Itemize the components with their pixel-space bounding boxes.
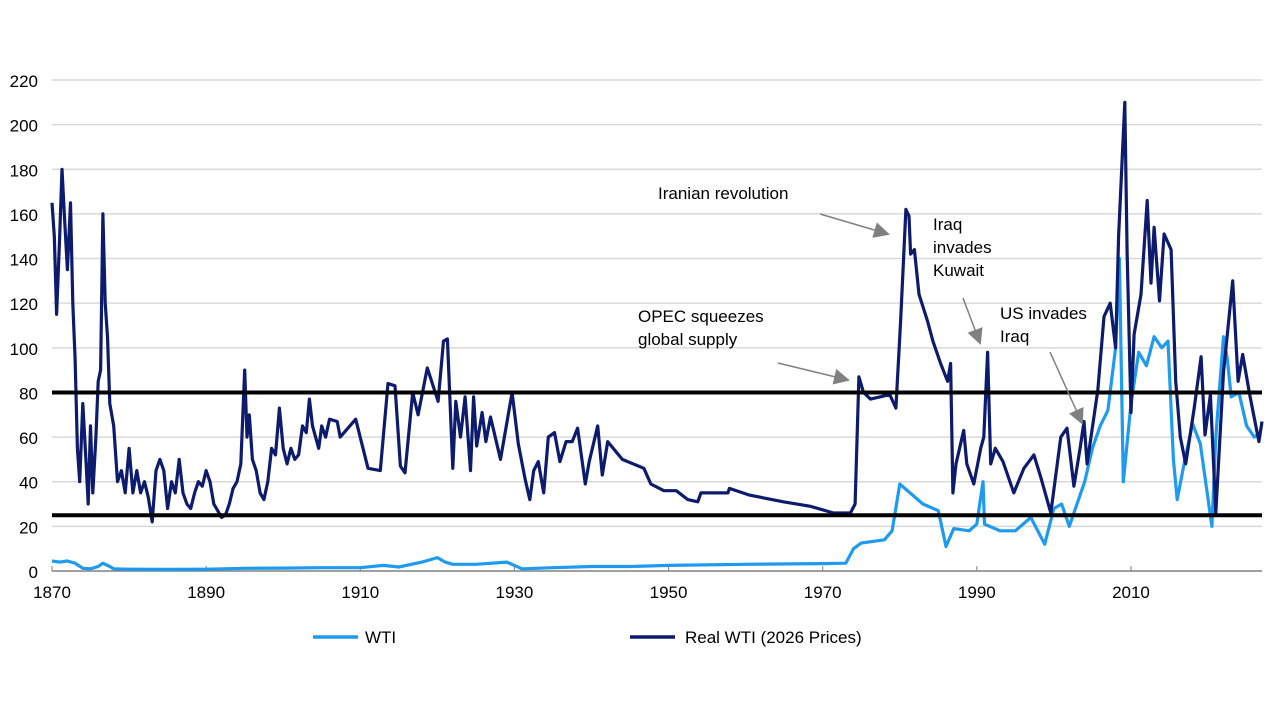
annotation-text: global supply	[638, 330, 738, 349]
y-tick-label: 40	[19, 474, 38, 493]
legend-label: WTI	[365, 628, 396, 647]
annotation-text: Iraq	[1000, 327, 1029, 346]
x-tick-label: 2010	[1112, 583, 1150, 602]
annotation-arrow	[1049, 351, 1084, 425]
gridlines	[52, 79, 1262, 528]
y-tick-label: 200	[10, 117, 38, 136]
y-tick-label: 120	[10, 295, 38, 314]
x-tick-label: 1910	[341, 583, 379, 602]
reference-lines	[52, 390, 1262, 518]
x-tick-label: 1990	[958, 583, 996, 602]
annotations: Iranian revolution OPEC squeezes global su…	[638, 184, 1087, 425]
series-line-wti	[51, 256, 1262, 571]
y-axis: 0 20 40 60 80 100 120 140 160 180 200 220	[10, 72, 38, 582]
annotation-text: Iraq	[933, 215, 962, 234]
x-tick-label: 1870	[33, 583, 71, 602]
x-tick-label: 1970	[804, 583, 842, 602]
annotation-text: Kuwait	[933, 261, 984, 280]
y-tick-label: 140	[10, 251, 38, 270]
annotation-arrow	[819, 213, 890, 238]
y-tick-label: 60	[19, 429, 38, 448]
annotation-text: US invades	[1000, 304, 1087, 323]
series-lines	[50, 100, 1264, 571]
x-tick-label: 1930	[496, 583, 534, 602]
y-tick-label: 0	[29, 563, 38, 582]
y-tick-label: 220	[10, 72, 38, 91]
series-line-real-wti	[50, 100, 1264, 524]
y-tick-label: 80	[19, 384, 38, 403]
x-tick-label: 1950	[650, 583, 688, 602]
x-tick-label: 1890	[187, 583, 225, 602]
annotation-arrow	[962, 297, 983, 345]
annotation-text: invades	[933, 238, 992, 257]
y-tick-label: 20	[19, 518, 38, 537]
annotation-text: Iranian revolution	[658, 184, 788, 203]
annotation-arrow	[777, 362, 850, 385]
annotation-text: OPEC squeezes	[638, 307, 764, 326]
x-axis: 1870 1890 1910 1930 1950 1970 1990 2010	[33, 566, 1262, 602]
y-tick-label: 100	[10, 340, 38, 359]
y-tick-label: 180	[10, 161, 38, 180]
y-tick-label: 160	[10, 206, 38, 225]
legend: WTI Real WTI (2026 Prices)	[313, 628, 862, 647]
legend-label: Real WTI (2026 Prices)	[685, 628, 862, 647]
